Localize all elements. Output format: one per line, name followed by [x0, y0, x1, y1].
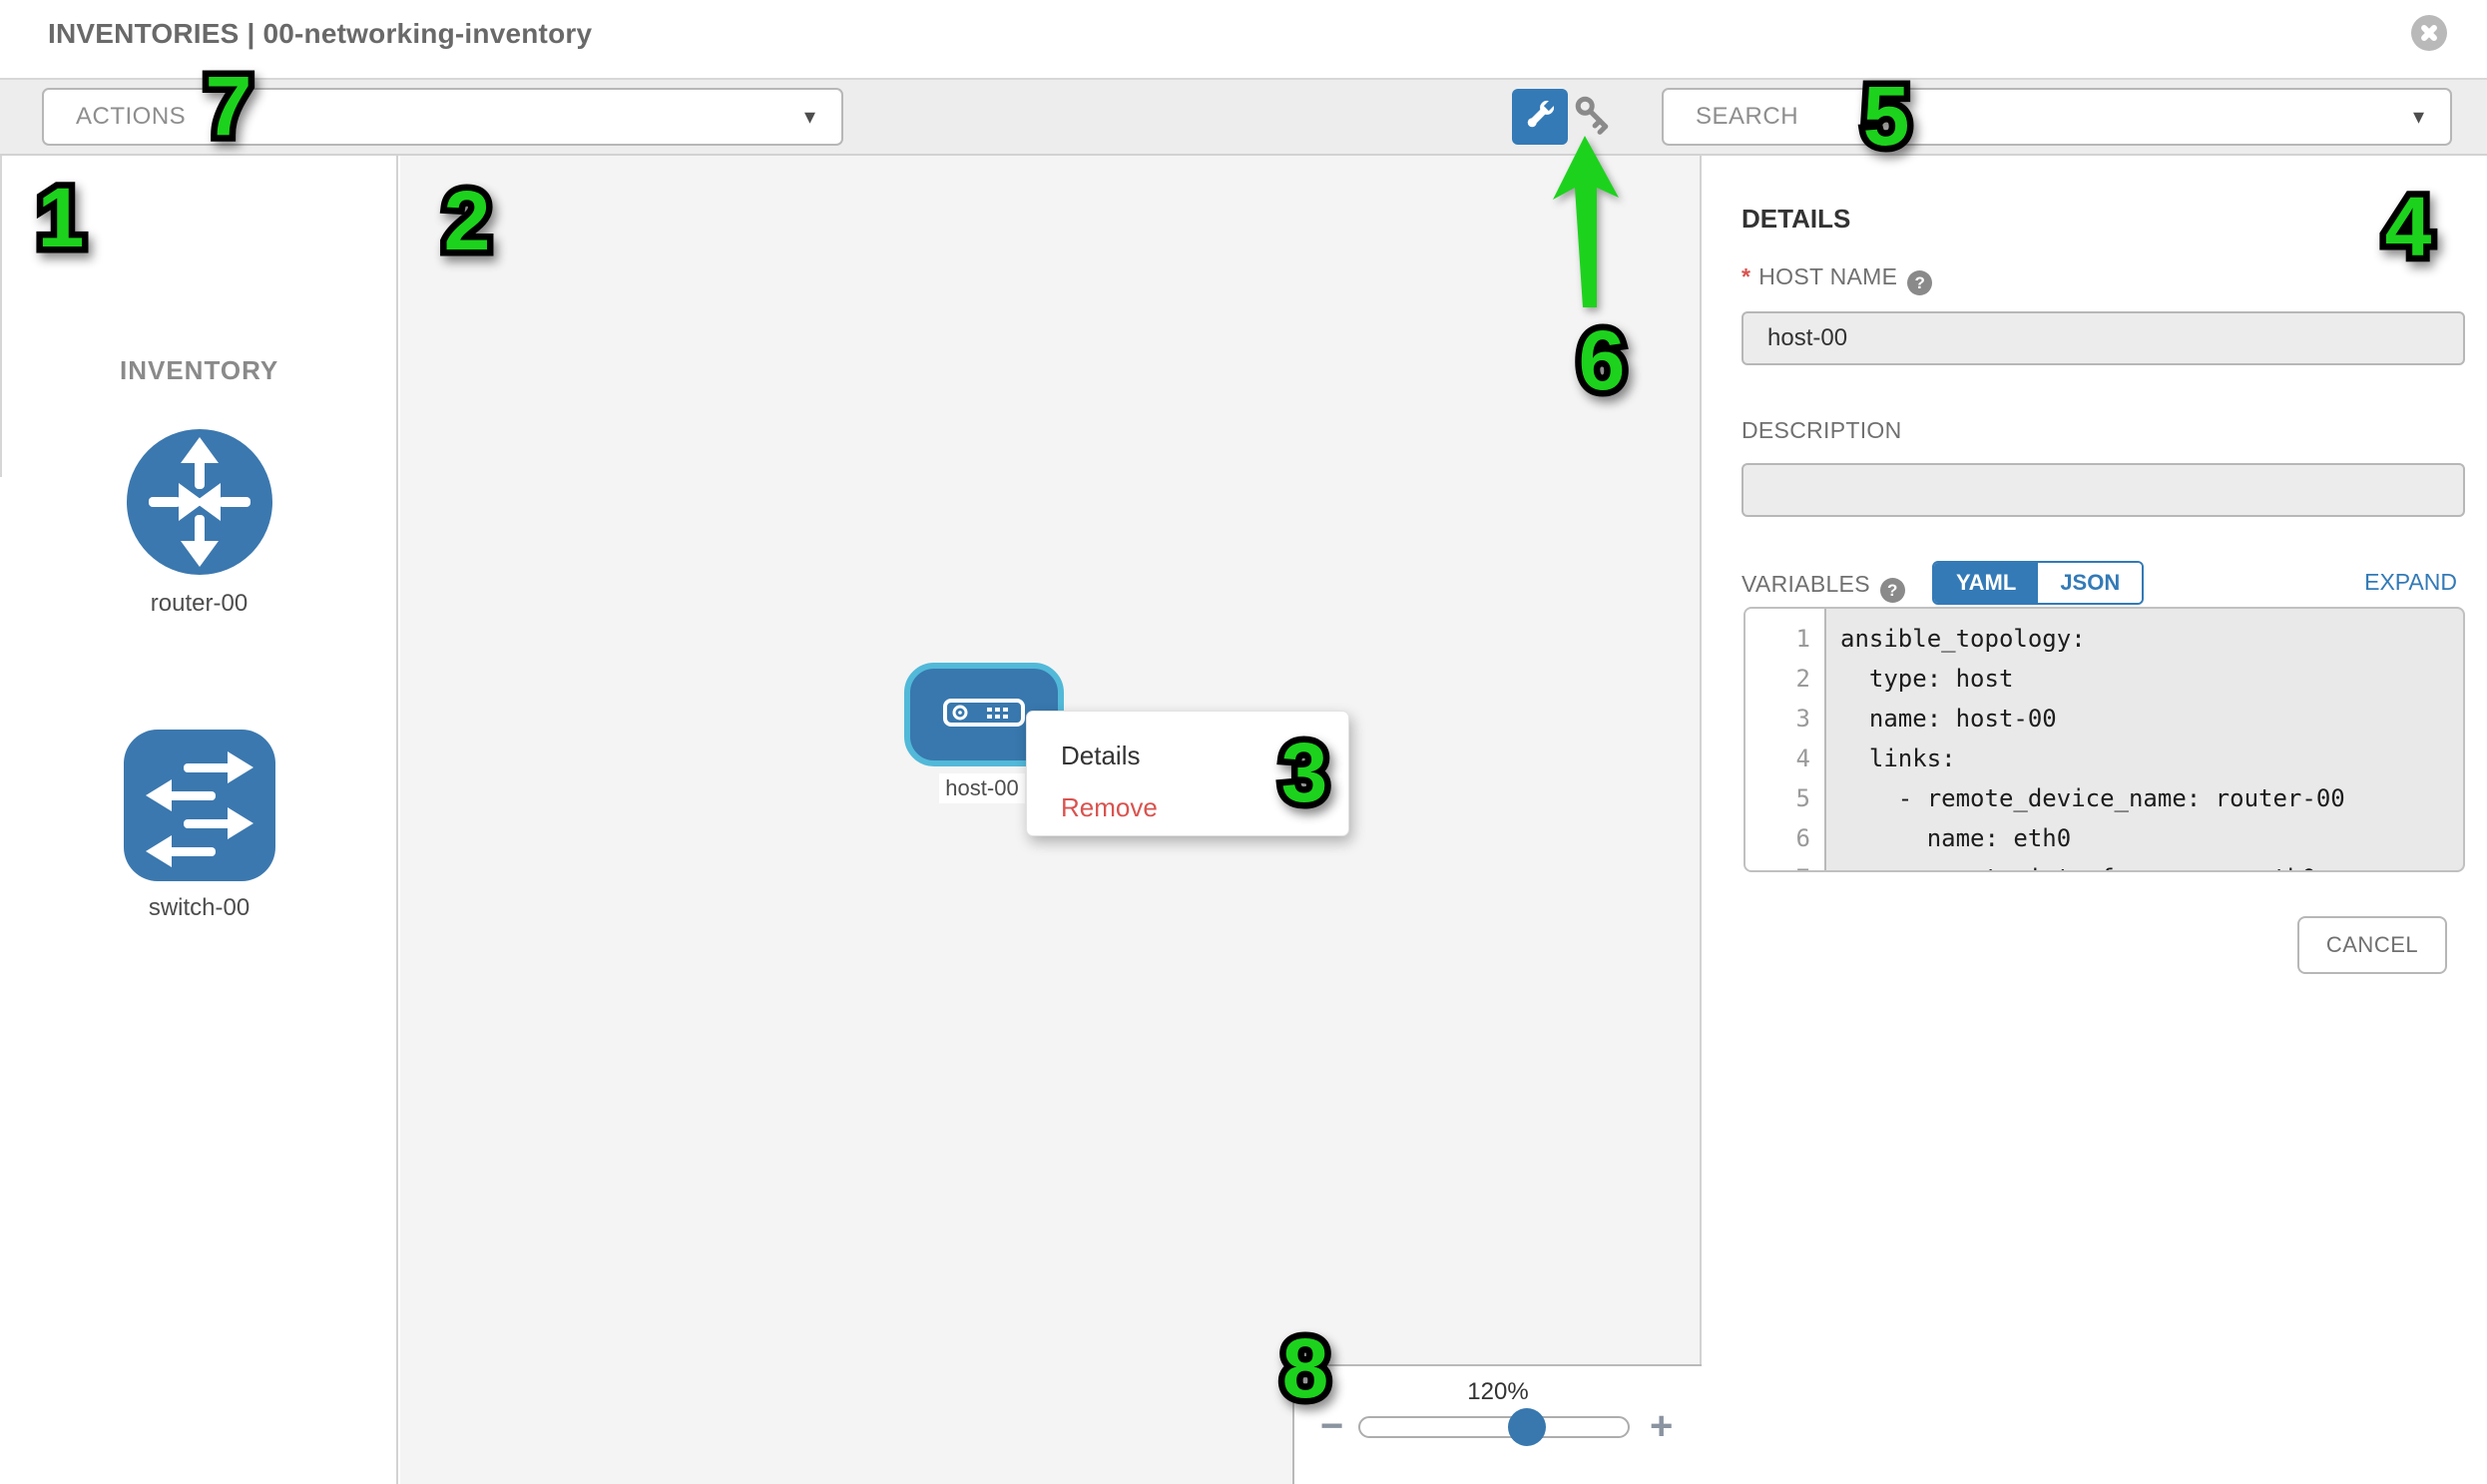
actions-dropdown[interactable]: ACTIONS ▾ [42, 88, 843, 146]
host-node-label: host-00 [939, 773, 1025, 803]
context-menu-item-details[interactable]: Details [1061, 741, 1141, 770]
code-line: 4 links: [1745, 739, 2463, 778]
variables-format-toggle: YAML JSON [1932, 561, 2145, 605]
line-number: 6 [1745, 818, 1826, 858]
toggle-yaml[interactable]: YAML [1934, 563, 2039, 603]
description-label: DESCRIPTION [1741, 417, 1902, 443]
wrench-icon [1522, 97, 1558, 138]
zoom-control: 120% − + [1292, 1364, 1702, 1484]
zoom-out-button[interactable]: − [1320, 1404, 1344, 1448]
close-icon[interactable] [2411, 15, 2447, 51]
line-number: 4 [1745, 739, 1826, 778]
code-line: 6 name: eth0 [1745, 818, 2463, 858]
switch-icon [0, 730, 398, 886]
context-menu: Details Remove [1026, 711, 1349, 836]
inventory-heading: INVENTORY [120, 355, 279, 385]
key-icon [1570, 91, 1616, 142]
toolbar: ACTIONS ▾ [0, 78, 2487, 156]
chevron-down-icon: ▾ [803, 104, 815, 129]
variables-label: VARIABLES? [1741, 571, 1905, 603]
actions-dropdown-label: ACTIONS [76, 103, 187, 130]
details-panel: DETAILS *HOST NAME? DESCRIPTION VARIABLE… [1704, 156, 2487, 1484]
description-input[interactable] [1741, 463, 2465, 517]
zoom-slider-track[interactable] [1358, 1408, 1630, 1446]
code-text: remote_interface_name: eth0 [1826, 858, 2463, 870]
toggle-json[interactable]: JSON [2038, 563, 2143, 603]
code-text: name: eth0 [1840, 824, 2072, 852]
code-text: links: [1840, 744, 1956, 772]
search-placeholder: SEARCH [1696, 103, 1799, 130]
code-line: 5 - remote_device_name: router-00 [1745, 778, 2463, 818]
context-menu-item-remove[interactable]: Remove [1061, 792, 1158, 822]
hostname-label: * HOST NAME? [1741, 263, 1933, 295]
line-number: 3 [1745, 699, 1826, 739]
toolbox-button[interactable] [1512, 89, 1568, 145]
header-bar: INVENTORIES | 00-networking-inventory [0, 0, 2487, 78]
help-icon[interactable]: ? [1907, 270, 1933, 295]
details-heading: DETAILS [1741, 204, 1851, 234]
code-text: name: host-00 [1840, 705, 2057, 733]
required-asterisk: * [1741, 263, 1751, 289]
zoom-in-button[interactable]: + [1650, 1404, 1674, 1448]
code-line: 3 name: host-00 [1745, 699, 2463, 739]
zoom-slider-handle[interactable] [1508, 1408, 1546, 1446]
variables-code-editor[interactable]: 1 ansible_topology: 2 type: host 3 name:… [1743, 607, 2465, 872]
palette-item-switch[interactable]: switch-00 [0, 730, 398, 922]
code-line: 1 ansible_topology: [1745, 619, 2463, 659]
key-button[interactable] [1569, 92, 1617, 140]
code-text: ansible_topology: [1840, 625, 2086, 653]
cancel-button[interactable]: CANCEL [2297, 916, 2447, 974]
code-text: type: host [1840, 665, 2014, 693]
code-line: 2 type: host [1745, 659, 2463, 699]
chevron-down-icon: ▾ [2412, 104, 2424, 129]
sidebar-scroll-edge [0, 156, 2, 477]
host-server-icon [943, 698, 1025, 732]
router-icon [0, 427, 398, 582]
palette-item-label: switch-00 [148, 894, 250, 921]
topology-canvas[interactable]: host-00 Details Remove 120% − + [400, 156, 1702, 1484]
line-number: 2 [1745, 659, 1826, 699]
search-dropdown[interactable]: SEARCH ▾ [1662, 88, 2452, 146]
zoom-percent: 120% [1467, 1378, 1529, 1405]
line-number: 1 [1745, 619, 1826, 659]
palette-item-label: router-00 [150, 590, 249, 617]
code-text: - remote_device_name: router-00 [1840, 784, 2345, 812]
inventory-sidebar: INVENTORY router-00 [0, 156, 398, 1484]
line-number: 7 [1745, 858, 1826, 870]
hostname-input[interactable] [1741, 311, 2465, 365]
code-line: 7 remote_interface_name: eth0 [1745, 858, 2463, 870]
palette-item-router[interactable]: router-00 [0, 427, 398, 618]
page-title: INVENTORIES | 00-networking-inventory [48, 18, 593, 49]
line-number: 5 [1745, 778, 1826, 818]
help-icon[interactable]: ? [1879, 578, 1905, 603]
expand-link[interactable]: EXPAND [2364, 569, 2457, 595]
